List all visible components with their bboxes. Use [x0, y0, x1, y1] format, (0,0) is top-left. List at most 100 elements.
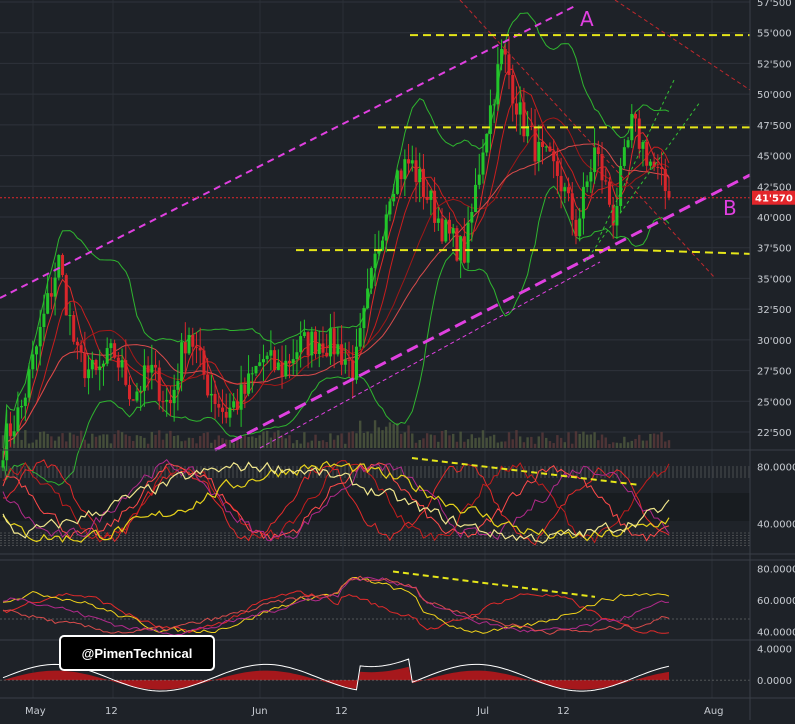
volume-bar: [42, 431, 46, 448]
osc2-series-line: [2, 590, 670, 634]
volume-bar: [247, 436, 250, 448]
osc2-series-line: [2, 576, 670, 636]
candle-body: [87, 369, 91, 379]
volume-bar: [355, 433, 358, 448]
price-tick-label: 35'000: [757, 274, 792, 285]
volume-bar: [132, 440, 135, 448]
volume-bar: [72, 434, 75, 448]
candle-body: [529, 125, 533, 127]
candle-body: [191, 334, 195, 347]
candle-body: [619, 165, 623, 207]
candle-body: [589, 172, 593, 182]
volume-bar: [418, 439, 421, 448]
candle-body: [284, 360, 288, 377]
price-tick-label: 40'000: [757, 213, 792, 224]
candle-body: [492, 104, 496, 106]
candle-body: [526, 125, 530, 137]
volume-bar: [299, 443, 302, 448]
volume-bar: [24, 430, 27, 448]
volume-bar: [258, 435, 261, 448]
candle-body: [68, 315, 72, 317]
candle-body: [366, 288, 370, 309]
price-tick-label: 22'500: [757, 428, 792, 439]
candle-body: [403, 159, 407, 180]
price-tick-label: 57'500: [757, 0, 792, 9]
volume-bar: [91, 433, 94, 448]
candle-body: [648, 161, 652, 166]
volume-bar: [496, 442, 500, 448]
candle-body: [258, 362, 262, 366]
candle-body: [172, 389, 176, 404]
moving-average-line: [2, 117, 670, 461]
volume-bar: [318, 440, 321, 448]
descending-line: [614, 0, 751, 91]
candle-body: [105, 348, 109, 364]
volume-bar: [83, 439, 87, 448]
volume-bar: [582, 431, 585, 448]
volume-bar: [474, 438, 477, 448]
candle-body: [607, 181, 611, 205]
volume-bar: [351, 431, 354, 448]
price-tick-label: 25'000: [757, 397, 792, 408]
volume-bar: [31, 442, 34, 448]
volume-bar: [470, 434, 474, 448]
candle-body: [459, 236, 463, 261]
volume-bar: [20, 439, 23, 448]
volume-bar: [492, 434, 496, 448]
volume-bar: [548, 441, 552, 448]
volume-bar: [46, 433, 49, 448]
volume-bar: [262, 431, 265, 448]
volume-bar: [336, 435, 340, 448]
volume-bar: [225, 439, 228, 448]
candle-body: [291, 359, 295, 364]
candle-body: [622, 147, 626, 166]
volume-bar: [619, 443, 622, 448]
volume-bar: [180, 441, 183, 448]
volume-bar: [269, 437, 273, 448]
volume-bar: [187, 437, 191, 448]
candle-body: [511, 74, 515, 104]
volume-bar: [392, 424, 395, 448]
volume-bar: [660, 431, 663, 448]
candle-body: [552, 151, 556, 162]
volume-bar: [444, 430, 447, 448]
volume-bar: [76, 435, 79, 448]
candle-body: [113, 343, 117, 358]
volume-bar: [362, 432, 366, 448]
candle-body: [451, 228, 455, 234]
candle-body: [295, 352, 299, 360]
candle-body: [183, 342, 187, 354]
candle-body: [351, 360, 355, 380]
volume-bar: [381, 430, 384, 448]
candle-body: [418, 168, 422, 183]
date-tick-label: Aug: [704, 706, 724, 717]
volume-bar: [358, 420, 362, 448]
candle-body: [328, 328, 332, 357]
candle-body: [425, 196, 429, 200]
candle-body: [176, 381, 180, 390]
volume-bar: [429, 434, 433, 448]
price-tick-label: 50'000: [757, 90, 792, 101]
candle-body: [150, 364, 154, 373]
volume-bar: [649, 433, 652, 448]
volume-bar: [597, 440, 600, 448]
candle-body: [373, 253, 377, 269]
volume-bar: [545, 437, 548, 448]
price-tick-label: 55'000: [757, 29, 792, 40]
candle-body: [336, 344, 340, 355]
candle-body: [615, 206, 619, 226]
osc2-divergence-line: [392, 570, 596, 598]
watermark-box: @PimenTechnical: [59, 635, 215, 671]
candle-body: [518, 102, 522, 115]
candle-body: [124, 360, 128, 385]
volume-bar: [615, 442, 619, 448]
candle-body: [663, 168, 667, 192]
volume-bar: [344, 443, 347, 448]
candle-body: [347, 359, 351, 361]
volume-bar: [485, 437, 488, 448]
volume-bar: [645, 440, 648, 448]
candle-body: [90, 360, 94, 370]
volume-bar: [105, 434, 109, 448]
candle-body: [485, 133, 489, 153]
candle-body: [72, 315, 76, 342]
